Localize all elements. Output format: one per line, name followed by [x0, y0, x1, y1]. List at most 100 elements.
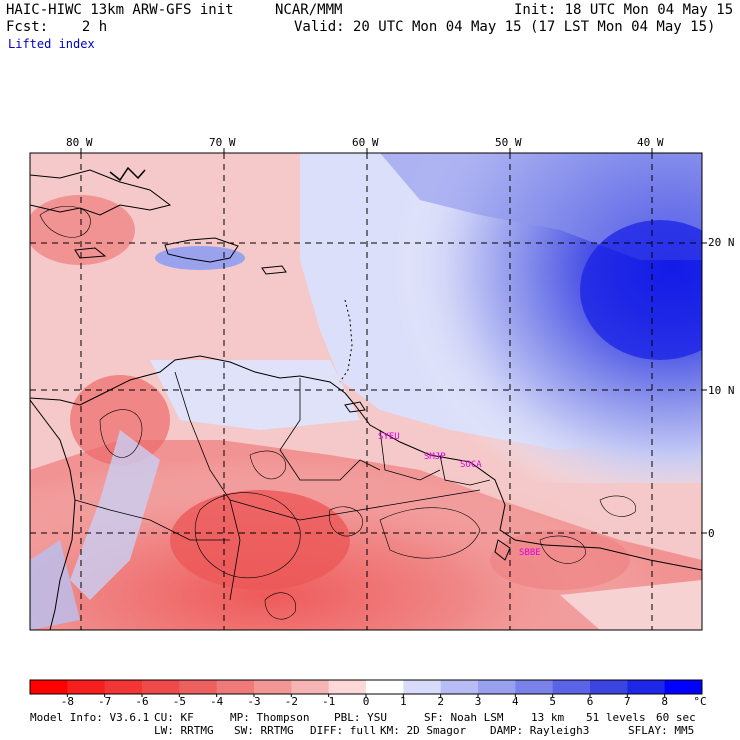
colorbar-tick-label: 8 — [661, 695, 668, 708]
map-field — [30, 153, 702, 630]
colorbar-tick-label: -7 — [98, 695, 112, 708]
colorbar-swatch — [254, 680, 292, 694]
station-syeu: SYEU — [378, 432, 400, 442]
footer-sflay: SFLAY: MM5 — [628, 724, 695, 737]
footer-longwave: LW: RRTMG — [154, 724, 214, 737]
colorbar-swatch — [515, 680, 554, 694]
colorbar-tick-label: -2 — [284, 695, 298, 708]
country-borders — [74, 371, 491, 601]
border-venezuela-guyana — [279, 378, 381, 481]
contour-small-2 — [328, 506, 363, 537]
border-guyana-suriname — [379, 429, 441, 481]
graticule — [30, 153, 702, 630]
colorbar-tick-label: 3 — [474, 695, 482, 708]
colorbar-swatch — [67, 680, 106, 694]
colorbar-tick-label: -5 — [172, 695, 186, 708]
map-frame — [29, 152, 703, 631]
colorbar-tick-label: -4 — [210, 695, 224, 708]
lon-label-40w: 40 W — [637, 136, 664, 149]
colorbar-tick-label: 5 — [549, 695, 556, 708]
colorbar-tick-label: -6 — [135, 695, 149, 708]
station-sbbe: SBBE — [519, 548, 541, 558]
coast-jamaica — [74, 247, 107, 259]
coast-bahamas — [109, 166, 146, 182]
lat-label-0: 0 — [708, 527, 715, 540]
coast-puerto-rico — [261, 265, 287, 275]
lon-label-80w: 80 W — [66, 136, 93, 149]
footer-microphysics: MP: Thompson — [230, 711, 310, 724]
station-smjp: SMJP — [424, 452, 446, 462]
colorbar-tick-label: 4 — [512, 695, 519, 708]
neutral-patch-southeast — [560, 580, 702, 630]
contour-northwest — [39, 206, 91, 238]
border-brazil-north — [229, 489, 481, 521]
contour-center — [194, 492, 301, 579]
colorbar-tick-label: -1 — [322, 695, 336, 708]
colorbar-tick-label: 7 — [624, 695, 631, 708]
footer-damping: DAMP: Rayleigh3 — [490, 724, 590, 737]
lon-label-70w: 70 W — [209, 136, 236, 149]
init-time: Init: 18 UTC Mon 04 May 15 — [514, 2, 734, 18]
contour-west — [99, 409, 143, 458]
colorbar-tick-label: 2 — [437, 695, 444, 708]
footer-pbl: PBL: YSU — [334, 711, 387, 724]
valid-time: Valid: 20 UTC Mon 04 May 15 (17 LST Mon … — [294, 19, 716, 35]
footer-resolution: 13 km — [531, 711, 565, 724]
colorbar-tick-label: 0 — [362, 695, 370, 708]
footer-surface: SF: Noah LSM — [424, 711, 504, 724]
colorbar-tick-label: -3 — [247, 695, 261, 708]
footer-levels: 51 levels — [586, 711, 646, 724]
lat-label-10n: 10 N — [708, 384, 735, 397]
stable-max-east — [580, 220, 702, 360]
colorbar-swatch — [590, 680, 628, 694]
forecast-hour: Fcst: 2 h — [6, 19, 108, 35]
footer-timestep: 60 sec — [656, 711, 696, 724]
coastlines — [30, 166, 702, 630]
footer-cumulus: CU: KF — [154, 711, 194, 724]
stable-patch-hispaniola — [155, 246, 245, 270]
colorbar-swatch — [440, 680, 479, 694]
unstable-patch-amazon — [490, 530, 630, 590]
colorbar-swatch — [30, 680, 68, 694]
colorbar-swatch — [142, 680, 180, 694]
field-name: Lifted index — [8, 37, 95, 51]
border-suriname-guiana — [439, 454, 491, 486]
organization-label: NCAR/MMM — [275, 2, 343, 18]
coast-marajo — [494, 539, 511, 561]
coast-trinidad — [344, 401, 366, 413]
unstable-max-northwest — [30, 195, 135, 265]
coast-cuba — [30, 169, 172, 216]
coast-brazil-north — [544, 544, 702, 571]
stable-streak-andes — [70, 430, 160, 600]
station-soca: SOCA — [460, 460, 482, 470]
contour-small-3 — [264, 592, 297, 620]
lat-label-20n: 20 N — [708, 236, 735, 249]
lon-label-60w: 60 W — [352, 136, 379, 149]
colorbar-swatch — [179, 680, 218, 694]
colorbar-tick-label: 1 — [400, 695, 407, 708]
colorbar-tick-label: -8 — [60, 695, 74, 708]
footer-km: KM: 2D Smagor — [380, 724, 467, 737]
colorbar-swatch — [403, 680, 442, 694]
model-title: HAIC-HIWC 13km ARW-GFS init — [6, 2, 234, 18]
border-colombia-venezuela — [174, 371, 241, 601]
footer-shortwave: SW: RRTMG — [234, 724, 294, 737]
colorbar-swatch — [216, 680, 255, 694]
colorbar-swatch — [366, 680, 404, 694]
colorbar-swatch — [104, 680, 143, 694]
stable-patch-pacific — [30, 540, 80, 630]
axis-ticks — [80, 148, 707, 534]
border-ecuador-peru — [74, 499, 230, 541]
unstable-max-center — [170, 490, 350, 590]
contour-amazon — [539, 535, 586, 564]
coast-south-america-north — [30, 355, 546, 546]
colorbar-swatch — [328, 680, 367, 694]
colorbar-swatch — [291, 680, 330, 694]
colorbar-swatch — [552, 680, 591, 694]
coast-hispaniola — [164, 237, 239, 263]
footer-diffusion: DIFF: full — [310, 724, 377, 737]
colorbar-swatch — [627, 680, 666, 694]
lesser-antilles — [339, 299, 353, 383]
colorbar — [29, 679, 703, 697]
